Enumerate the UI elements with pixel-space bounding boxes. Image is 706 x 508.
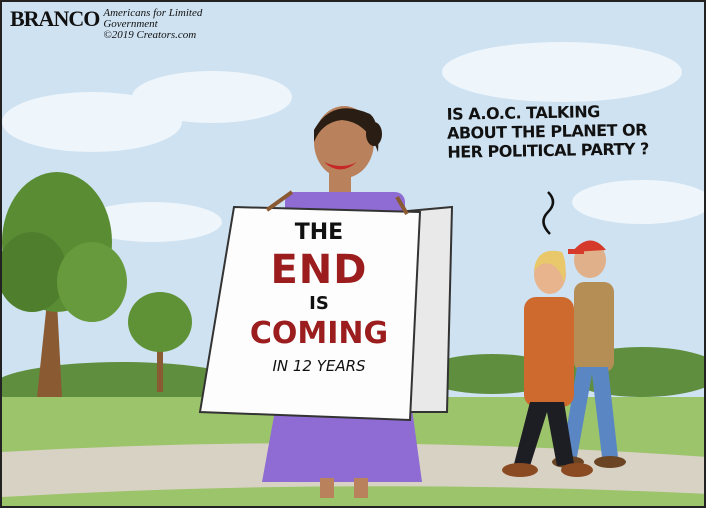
sign-line-years: IN 12 YEARS xyxy=(272,357,366,375)
artist-credit: BRANCO Americans for Limited Government … xyxy=(10,8,202,41)
credit-org-line1: Americans for Limited xyxy=(103,7,203,19)
speech-line-3: HER POLITICAL PARTY ? xyxy=(447,139,650,162)
man-red-cap xyxy=(552,240,626,468)
sign-line-is: IS xyxy=(309,293,329,314)
tree-left xyxy=(2,172,127,397)
credit-org-line2: Government xyxy=(103,18,158,30)
sign-line-coming: COMING xyxy=(249,316,389,351)
sign-line-the: THE xyxy=(294,220,344,245)
sign-line-end: END xyxy=(270,247,368,293)
clouds xyxy=(2,42,704,242)
sandwich-sign xyxy=(198,190,454,422)
speech-squiggle xyxy=(542,191,555,235)
man-orange-jacket xyxy=(502,250,593,477)
speech-text: IS A.O.C. TALKING ABOUT THE PLANET OR HE… xyxy=(447,101,650,162)
tree-small xyxy=(128,292,192,392)
credit-org: Americans for Limited Government ©2019 C… xyxy=(103,8,202,41)
artist-signature: BRANCO xyxy=(10,6,100,31)
sign-text: THE END IS COMING IN 12 YEARS xyxy=(226,218,412,375)
credit-copyright: ©2019 Creators.com xyxy=(103,29,197,41)
